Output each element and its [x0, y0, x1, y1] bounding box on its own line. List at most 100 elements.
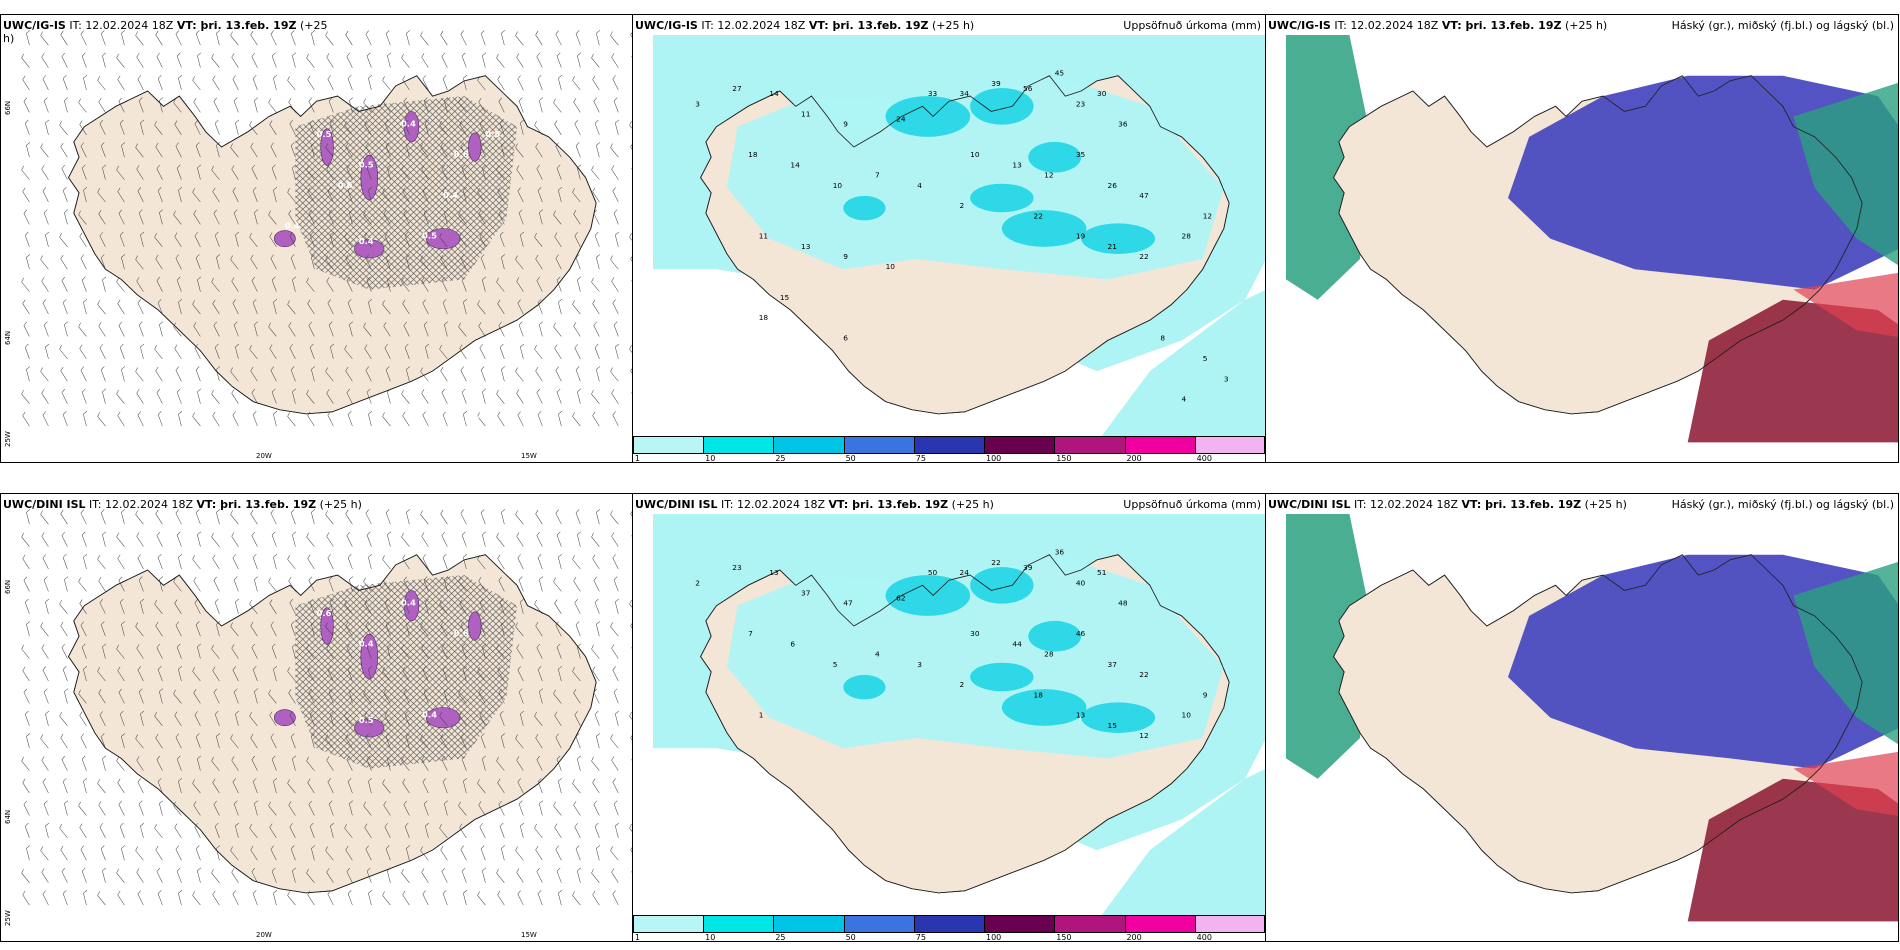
- colorbar-tick: 100: [986, 933, 1002, 942]
- wind-barb: [479, 120, 486, 135]
- model-name: UWC/IG-IS: [1268, 19, 1331, 32]
- wind-barb: [364, 120, 372, 135]
- wind-barb: [612, 75, 619, 91]
- wind-barb: [482, 52, 487, 68]
- wind-barb: [499, 119, 505, 135]
- wind-barb: [497, 666, 505, 682]
- wind-barb: [289, 823, 296, 838]
- wind-barb: [23, 97, 30, 113]
- wind-barb: [610, 734, 619, 749]
- wind-barb: [630, 366, 632, 382]
- wind-barb: [420, 255, 429, 270]
- wind-barb: [327, 554, 334, 570]
- wind-barb: [496, 53, 505, 68]
- wind-barb: [211, 644, 220, 659]
- wind-barb: [444, 688, 449, 704]
- hatched-area: [295, 575, 518, 769]
- wind-barb: [382, 300, 391, 315]
- lead-time-unit: h): [3, 32, 15, 45]
- wind-barb: [193, 322, 201, 337]
- wind-barb: [366, 531, 372, 547]
- wind-barb: [345, 509, 353, 525]
- wind-barb: [136, 53, 144, 68]
- wind-barb: [252, 778, 258, 794]
- wind-barb: [140, 119, 145, 135]
- wind-barb: [555, 142, 562, 158]
- wind-barb: [102, 531, 107, 547]
- wind-barb: [249, 232, 258, 247]
- wind-barb: [461, 755, 467, 771]
- wind-barb: [439, 824, 448, 839]
- init-time: IT: 12.02.2024 18Z: [697, 19, 809, 32]
- wind-barb: [231, 756, 239, 771]
- wind-barb: [117, 299, 125, 315]
- wind-barb: [558, 411, 563, 427]
- wind-barb: [420, 622, 429, 637]
- wind-barb: [363, 689, 372, 704]
- wind-barb: [271, 276, 277, 292]
- wind-barb: [444, 97, 449, 113]
- wind-barb: [422, 411, 429, 427]
- wind-barb: [193, 577, 201, 592]
- wind-barb: [460, 30, 467, 46]
- wind-barb: [421, 389, 429, 404]
- wind-barb: [155, 30, 163, 46]
- wind-barb: [176, 276, 182, 292]
- wind-barb: [230, 31, 239, 46]
- wind-barb: [80, 366, 87, 382]
- wind-barb: [211, 532, 220, 547]
- wind-barb: [176, 164, 182, 180]
- wind-barb: [212, 554, 220, 570]
- wind-barb: [59, 599, 68, 614]
- wind-barb: [121, 142, 126, 158]
- wind-barb: [406, 509, 411, 525]
- wind-barb: [347, 554, 353, 570]
- precip-value: 0.5: [485, 129, 500, 139]
- precip-value: 23: [1076, 99, 1086, 108]
- wind-barb: [232, 299, 239, 315]
- precip-value: 0.6: [338, 180, 353, 190]
- wind-barb: [195, 733, 201, 749]
- wind-barb: [235, 231, 240, 247]
- wind-barb: [477, 891, 486, 906]
- wind-barb: [216, 733, 221, 749]
- wind-barb: [62, 299, 68, 315]
- wind-barb: [178, 890, 183, 906]
- wind-barb: [178, 299, 183, 315]
- wind-barb: [425, 822, 430, 838]
- wind-barb: [402, 554, 410, 570]
- wind-barb: [292, 52, 297, 68]
- wind-barb: [289, 711, 296, 726]
- precip-value: 50: [928, 568, 938, 577]
- wind-barb: [271, 164, 277, 180]
- precip-cell: [1081, 223, 1156, 254]
- wind-barb: [556, 276, 562, 292]
- wind-barb: [80, 509, 87, 525]
- wind-barb: [499, 598, 505, 614]
- wind-barb: [135, 846, 144, 861]
- wind-barb: [61, 867, 68, 883]
- wind-barb: [156, 52, 163, 68]
- wind-barb: [422, 554, 429, 570]
- wind-barb: [479, 232, 486, 247]
- wind-barb: [611, 53, 619, 68]
- wind-barb: [403, 800, 410, 816]
- wind-barb: [423, 321, 429, 337]
- wind-barb: [613, 209, 619, 225]
- wind-barb: [214, 598, 220, 614]
- wind-barb: [22, 187, 30, 203]
- wind-barb: [480, 845, 486, 861]
- wind-barb: [363, 98, 372, 113]
- wind-barb: [271, 388, 277, 404]
- wind-barb: [554, 823, 562, 838]
- wind-barb: [630, 845, 632, 861]
- wind-barb: [233, 209, 239, 225]
- wind-barb: [83, 411, 88, 427]
- wind-barb: [137, 666, 144, 682]
- wind-barb: [442, 890, 448, 906]
- wind-barb: [406, 30, 411, 46]
- wind-barb: [43, 321, 49, 337]
- wind-barb: [121, 509, 126, 525]
- wind-barb: [363, 210, 372, 225]
